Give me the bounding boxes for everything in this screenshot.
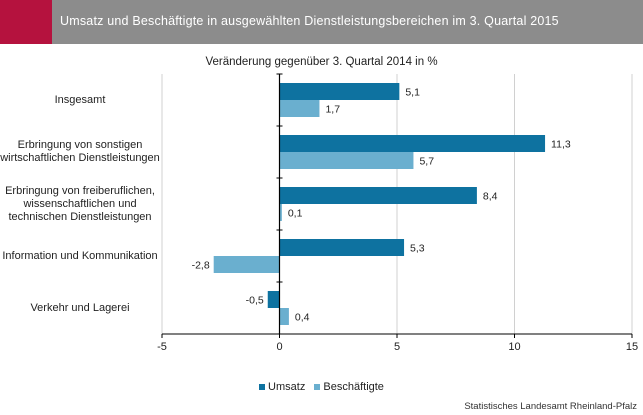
category-label-line: Erbringung von freiberuflichen, [5, 184, 155, 197]
value-label-beschaeftigte-2: 0,1 [288, 208, 303, 220]
x-tick-label-2: 5 [394, 341, 400, 353]
bar-umsatz-0 [279, 83, 400, 100]
source-note: Statistisches Landesamt Rheinland-Pfalz [464, 401, 637, 412]
value-label-beschaeftigte-1: 5,7 [419, 156, 434, 168]
bar-umsatz-3 [279, 239, 405, 256]
category-label-line: Verkehr und Lagerei [30, 301, 130, 314]
category-label-line: technischen Dienstleistungen [8, 210, 152, 223]
value-label-beschaeftigte-3: -2,8 [192, 260, 210, 272]
category-label-line: wissenschaftlichen und [23, 197, 137, 210]
chart-subtitle: Veränderung gegenüber 3. Quartal 2014 in… [205, 56, 438, 68]
bar-umsatz-2 [279, 187, 477, 204]
legend-swatch-beschaeftigte [314, 384, 321, 390]
category-label-3: Information und Kommunikation [0, 250, 160, 263]
category-label-0: Insgesamt [0, 94, 160, 107]
bar-beschaeftigte-2 [279, 204, 282, 221]
value-label-beschaeftigte-0: 1,7 [325, 104, 340, 116]
bar-umsatz-1 [279, 135, 546, 152]
value-label-umsatz-0: 5,1 [405, 87, 420, 99]
category-label-line: Erbringung von sonstigen [17, 139, 143, 151]
value-label-beschaeftigte-4: 0,4 [295, 312, 310, 324]
legend-item-beschaeftigte: Beschäftigte [314, 381, 384, 393]
legend-item-umsatz: Umsatz [259, 381, 305, 393]
x-tick-label-3: 10 [508, 341, 520, 353]
category-label-line: Information und Kommunikation [2, 249, 158, 262]
bar-beschaeftigte-3 [213, 256, 280, 273]
category-label-2: Erbringung von freiberuflichen, wissensch… [0, 185, 160, 224]
bar-beschaeftigte-0 [279, 100, 320, 117]
legend-label-umsatz: Umsatz [268, 381, 306, 393]
legend-swatch-umsatz [259, 384, 266, 390]
category-label-line: Insgesamt [54, 93, 106, 106]
header-accent-block [0, 0, 52, 44]
bar-beschaeftigte-1 [279, 152, 414, 169]
legend-label-beschaeftigte: Beschäftigte [323, 381, 384, 393]
category-label-1: Erbringung von sonstigen wirtschaftlichen… [0, 139, 160, 165]
header-title: Umsatz und Beschäftigte in ausgewählten … [60, 14, 559, 28]
category-label-4: Verkehr und Lagerei [0, 302, 160, 315]
x-tick-label-4: 15 [626, 341, 638, 353]
x-tick-label-0: -5 [157, 341, 167, 353]
value-label-umsatz-3: 5,3 [410, 243, 425, 255]
category-label-line: wirtschaftlichen Dienstleistungen [0, 152, 160, 164]
value-label-umsatz-4: -0,5 [246, 295, 264, 307]
bar-umsatz-4 [267, 291, 280, 308]
value-label-umsatz-1: 11,3 [551, 139, 571, 151]
bar-beschaeftigte-4 [279, 308, 289, 325]
x-tick-label-1: 0 [276, 341, 282, 353]
legend: Umsatz Beschäftigte [0, 381, 643, 393]
value-label-umsatz-2: 8,4 [483, 191, 498, 203]
chart-header: Umsatz und Beschäftigte in ausgewählten … [0, 0, 643, 44]
